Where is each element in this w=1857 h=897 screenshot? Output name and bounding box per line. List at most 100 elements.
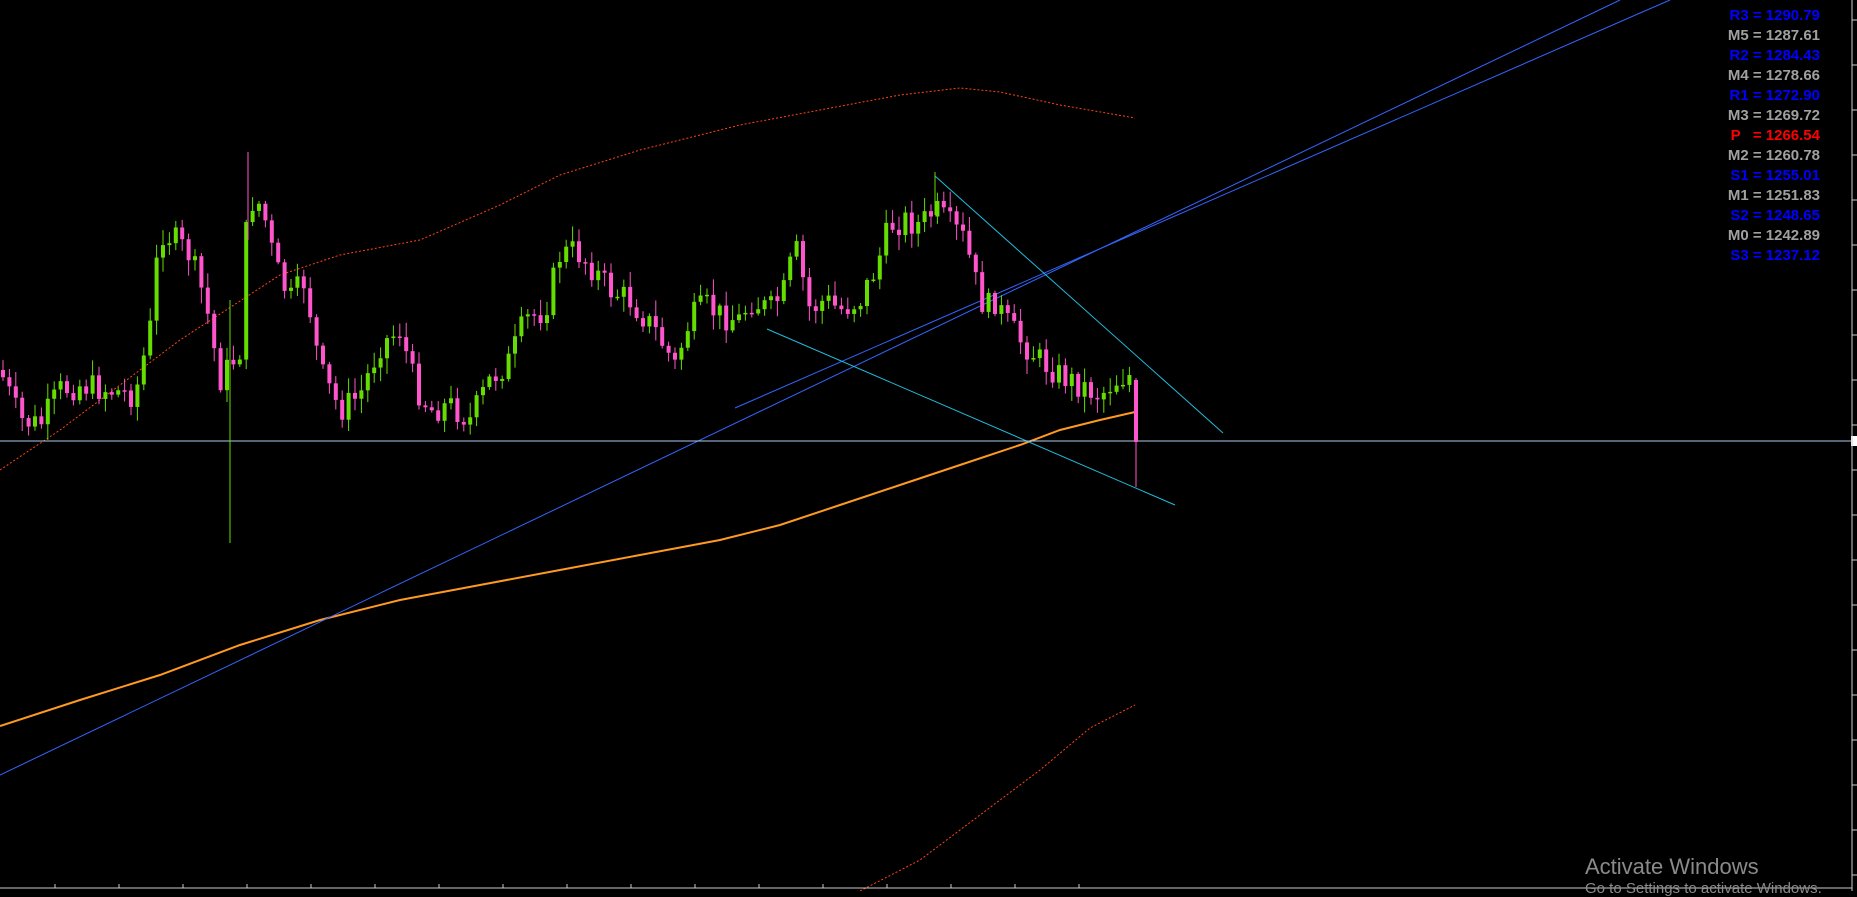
- candle-body: [813, 306, 818, 311]
- candle-body: [1082, 382, 1087, 397]
- candle-body: [909, 212, 914, 234]
- candlestick: [474, 390, 479, 427]
- candlestick: [193, 249, 197, 271]
- candlestick: [788, 252, 793, 287]
- envelope-bands: [0, 87, 1136, 891]
- candlestick: [154, 244, 159, 335]
- candle-body: [333, 383, 338, 400]
- candle-body: [218, 348, 223, 391]
- pivot-level: S1 = 1255.01: [1730, 167, 1820, 184]
- candle-body: [417, 363, 421, 406]
- moving-average: [0, 411, 1136, 727]
- candlestick: [679, 342, 684, 370]
- candle-body: [410, 351, 415, 364]
- candlestick: [775, 286, 780, 317]
- pivot-level: S3 = 1237.12: [1730, 247, 1820, 264]
- candlestick: [417, 352, 421, 410]
- candlestick: [570, 226, 575, 258]
- candlestick: [935, 192, 940, 224]
- candle-body: [378, 358, 383, 368]
- candle-body: [583, 262, 588, 264]
- candlestick: [545, 301, 549, 331]
- candlestick: [385, 335, 389, 374]
- candlestick: [33, 404, 37, 431]
- candle-body: [26, 418, 31, 427]
- candle-body: [621, 286, 626, 297]
- candle-body: [871, 279, 876, 281]
- candlestick: [916, 214, 921, 247]
- candlestick: [941, 191, 946, 213]
- candlestick: [346, 378, 351, 431]
- pivot-level: P = 1266.54: [1730, 127, 1820, 144]
- candlestick: [705, 288, 709, 304]
- candle-body: [596, 270, 601, 281]
- candlestick: [167, 232, 172, 255]
- candlestick: [116, 386, 121, 398]
- candlestick: [244, 219, 249, 370]
- candlestick: [621, 279, 626, 312]
- pivot-level: R2 = 1284.43: [1729, 47, 1821, 64]
- candle-body: [730, 320, 735, 331]
- candle-body: [180, 227, 185, 240]
- candlestick: [308, 277, 313, 324]
- candlestick: [39, 407, 44, 429]
- candle-body: [1108, 391, 1113, 394]
- candle-body: [1101, 392, 1106, 400]
- trendlines: [0, 0, 1857, 776]
- candle-body: [1063, 365, 1068, 387]
- candlestick: [756, 297, 761, 316]
- candlestick: [525, 309, 530, 329]
- candlestick: [717, 303, 722, 330]
- candle-body: [545, 315, 549, 324]
- candlestick: [1076, 371, 1081, 404]
- candlestick: [839, 297, 844, 315]
- candle-body: [641, 318, 645, 327]
- candlestick: [141, 347, 146, 391]
- candlestick: [314, 314, 319, 360]
- candle-body: [743, 312, 748, 315]
- candlestick: [973, 252, 978, 285]
- candlestick: [295, 263, 300, 297]
- candle-body: [20, 397, 25, 419]
- candlestick: [653, 300, 658, 341]
- candle-body: [1114, 385, 1119, 392]
- candlestick: [97, 366, 101, 405]
- candlestick: [820, 295, 825, 324]
- candle-body: [890, 222, 895, 230]
- candlestick: [199, 252, 204, 304]
- candle-body: [353, 392, 357, 399]
- candle-body: [1057, 365, 1061, 383]
- candlestick: [884, 209, 889, 264]
- candlestick: [519, 306, 524, 343]
- candlestick: [7, 369, 12, 396]
- candle-body: [65, 381, 69, 394]
- candlestick: [1121, 369, 1125, 390]
- candle-body: [1127, 375, 1132, 385]
- candle-body: [52, 389, 57, 399]
- candle-body: [90, 375, 95, 394]
- candlestick: [641, 311, 645, 332]
- upper-band-line: [0, 87, 1136, 471]
- candle-body: [980, 272, 985, 312]
- candlestick: [449, 385, 453, 410]
- candle-body: [282, 262, 287, 291]
- candlestick: [877, 247, 882, 290]
- candlestick: [634, 299, 639, 322]
- candle-body: [570, 241, 575, 247]
- candle-body: [826, 295, 831, 301]
- candle-body: [193, 256, 197, 261]
- candle-body: [129, 390, 133, 407]
- candlestick: [423, 401, 428, 413]
- candle-body: [436, 410, 441, 421]
- candle-body: [385, 338, 389, 359]
- candlestick: [1018, 308, 1023, 355]
- candlestick: [180, 219, 185, 251]
- candlestick: [583, 258, 588, 275]
- candlestick: [321, 342, 325, 369]
- candlestick: [871, 273, 876, 283]
- candlestick: [1127, 366, 1132, 393]
- candle-body: [788, 256, 793, 281]
- candle-body: [244, 222, 249, 360]
- candle-body: [423, 405, 428, 408]
